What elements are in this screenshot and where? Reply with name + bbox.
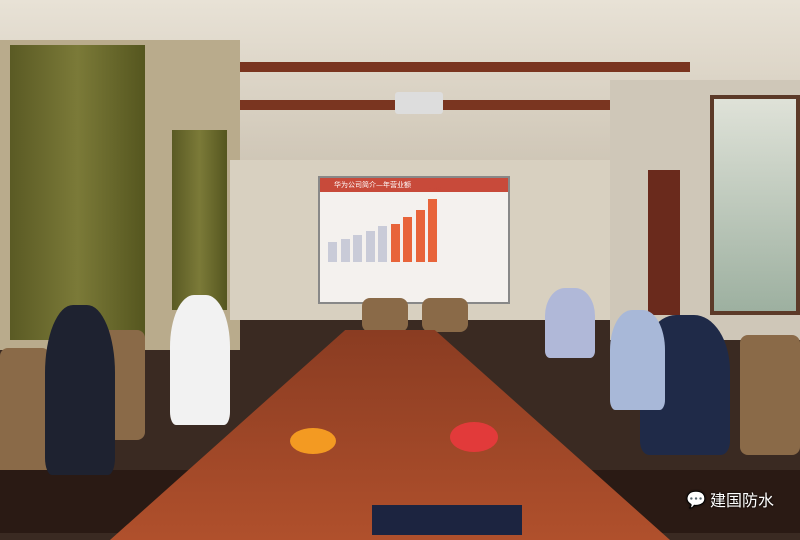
landscape-painting (710, 95, 800, 315)
slide-bar (428, 199, 437, 262)
person (610, 310, 665, 410)
watermelon-plate (450, 422, 498, 452)
slide-title: 华为公司简介—年营业额 (320, 178, 508, 192)
orange-plate (290, 428, 336, 454)
slide-bar (340, 238, 350, 262)
door (648, 170, 680, 315)
wechat-icon: 💬 (686, 489, 706, 509)
person (170, 295, 230, 425)
slide-bar (415, 210, 425, 262)
watermark-text: 建国防水 (709, 491, 774, 510)
chair (740, 335, 800, 455)
person (45, 305, 115, 475)
slide-top-value: 5200 (428, 186, 444, 193)
slide-bar (365, 230, 375, 262)
projection-screen: 华为公司简介—年营业额 5200 (318, 176, 510, 304)
chair (422, 298, 468, 332)
slide-bar (378, 225, 387, 262)
slide-bar-chart (328, 192, 443, 292)
slide-bar (328, 242, 337, 262)
slide-bar (403, 217, 412, 262)
projector (395, 92, 443, 114)
ceiling-beam (150, 62, 690, 72)
slide-bar (390, 223, 400, 262)
curtain (172, 130, 227, 310)
chair (362, 298, 408, 332)
slide-bar (353, 235, 362, 262)
person (545, 288, 595, 358)
laptop (372, 505, 522, 535)
curtain (10, 45, 145, 340)
watermark: 💬 建国防水 (686, 487, 774, 511)
